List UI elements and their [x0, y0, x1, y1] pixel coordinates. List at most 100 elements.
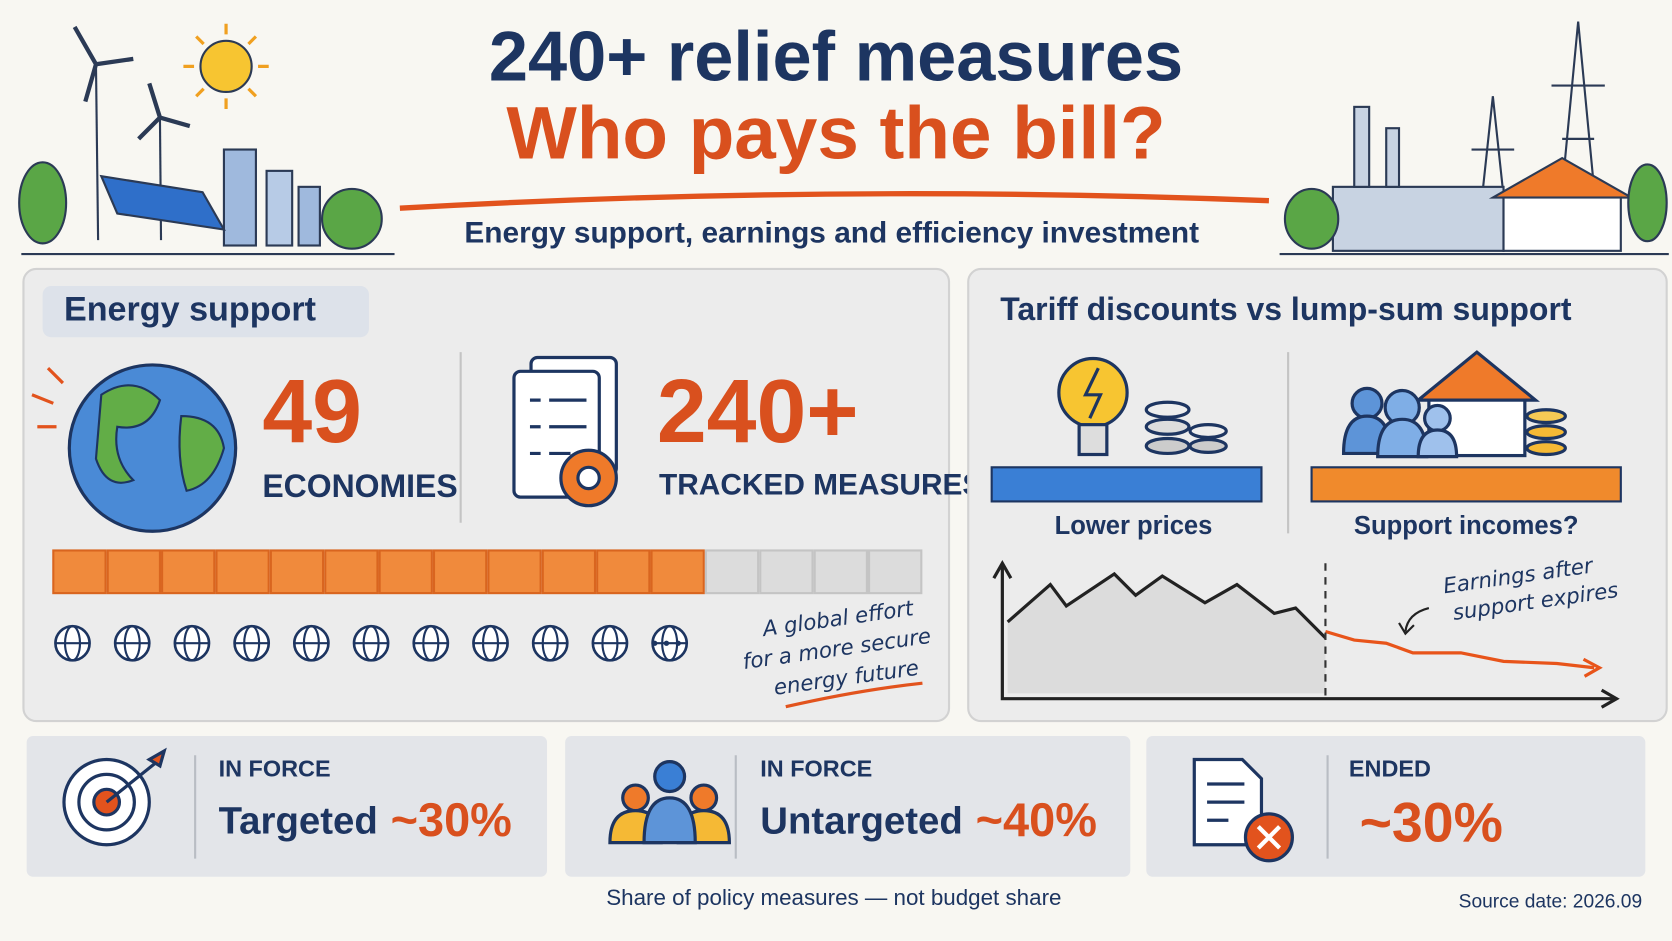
target-icon-part	[105, 758, 161, 804]
people-icon-part	[689, 783, 719, 813]
share-value: ~30%	[1360, 791, 1503, 853]
bulb-coins-icon	[1057, 356, 1228, 457]
share-name: Untargeted	[760, 800, 963, 843]
progress-segment	[704, 549, 760, 595]
scenery-right-part	[1283, 187, 1340, 250]
scenery-right-part	[1627, 163, 1668, 243]
progress-segment	[215, 549, 270, 595]
price-bar	[990, 466, 1263, 503]
progress-segment	[269, 549, 325, 595]
stat-value: 240+	[657, 361, 859, 461]
share-name: Targeted	[219, 800, 378, 843]
people-house-icon-part	[1350, 386, 1384, 420]
scenery-left-part	[99, 174, 226, 231]
scenery-right	[1279, 21, 1669, 256]
target-icon-part	[146, 747, 167, 769]
progress-segment	[596, 549, 651, 595]
trend-sketch-part	[1398, 607, 1430, 636]
share-card	[26, 736, 548, 877]
progress-segment	[650, 549, 705, 595]
bulb-coins-icon-part	[1188, 423, 1228, 440]
heading-pill	[42, 286, 369, 338]
ellipsis-dot	[675, 640, 681, 646]
globe-icon	[31, 363, 238, 533]
progress-segment	[52, 549, 107, 595]
bulb-coins-icon-part	[1057, 356, 1129, 429]
scenery-right-part	[1353, 105, 1371, 188]
people-house-icon-part	[1525, 424, 1567, 441]
footnote: Share of policy measures — not budget sh…	[606, 885, 1061, 910]
panel	[22, 267, 951, 723]
trend-sketch-part	[1006, 571, 1327, 640]
progress-segment	[541, 549, 597, 595]
scenery-right-part	[1331, 185, 1505, 252]
income-bar	[1310, 466, 1622, 503]
people-icon-part	[653, 760, 687, 794]
scenery-right-part	[1551, 21, 1605, 246]
ellipsis-dot	[652, 640, 658, 646]
trend-sketch-part	[1324, 629, 1595, 670]
bulb-coins-icon-part	[1144, 436, 1191, 456]
ended-document-icon-part	[1256, 825, 1282, 850]
document-gear-icon-part	[529, 398, 587, 456]
panel-heading: Energy support	[64, 291, 316, 329]
globe-icon-part	[94, 384, 162, 484]
scenery-left-part	[18, 161, 68, 245]
panel-heading: Tariff discounts vs lump-sum support	[1000, 291, 1572, 327]
people-house-icon-part	[1525, 440, 1567, 457]
scenery-right-part	[1502, 196, 1622, 252]
progress-segment	[432, 549, 488, 595]
scenery-left	[18, 23, 395, 256]
title-line2: Who pays the bill?	[506, 91, 1165, 175]
source: Source date: 2026.09	[1459, 891, 1643, 912]
people-icon-part	[621, 783, 650, 813]
people-house-icon-part	[1423, 403, 1452, 433]
people-icon	[608, 760, 731, 845]
people-house-icon	[1341, 350, 1567, 459]
share-value: ~30%	[391, 794, 512, 846]
progress-segment	[759, 549, 814, 595]
scenery-left-part	[137, 82, 191, 141]
progress-segment	[378, 549, 433, 595]
stat-label: TRACKED MEASURES	[659, 468, 982, 501]
share-status: IN FORCE	[760, 755, 872, 781]
title-line1: 240+ relief measures	[489, 17, 1183, 96]
note-underline	[785, 681, 923, 709]
stat-value: 49	[262, 361, 362, 461]
progress-segment	[161, 549, 216, 595]
trend-sketch-part	[992, 560, 1620, 709]
ended-document-icon	[1192, 757, 1294, 863]
option-label: Lower prices	[1055, 512, 1213, 540]
scenery-left-part	[222, 148, 257, 247]
option-label: Support incomes?	[1354, 512, 1579, 540]
scenery-left-part	[297, 185, 321, 247]
trend-sketch	[992, 560, 1620, 709]
globe-icon-part	[178, 415, 226, 492]
trend-sketch-part	[1007, 573, 1326, 694]
globe-row	[54, 624, 689, 662]
ellipsis-dot	[663, 640, 670, 646]
bulb-coins-icon-part	[1188, 437, 1228, 454]
globe-icon-part	[31, 367, 65, 429]
stat-label: ECONOMIES	[262, 468, 457, 504]
ended-document-icon-part	[1207, 782, 1245, 822]
scenery-left-part	[265, 169, 294, 247]
scenery-left-part	[199, 39, 253, 94]
scenery-left-part	[183, 23, 269, 110]
bulb-coins-icon-part	[1082, 367, 1103, 419]
share-status: IN FORCE	[219, 755, 331, 781]
target-icon	[62, 747, 167, 847]
bulb-coins-icon-part	[1077, 423, 1109, 457]
progress-segment	[106, 549, 162, 595]
people-house-icon-part	[1525, 408, 1567, 425]
progress-segment	[813, 549, 868, 595]
document-gear-icon	[512, 355, 618, 508]
scenery-right-part	[1385, 127, 1401, 188]
scenery-left-part	[320, 187, 383, 250]
scenery-left-part	[158, 117, 163, 241]
trend-sketch-part	[1582, 657, 1603, 678]
people-icon-part	[642, 796, 697, 845]
progress-segment	[867, 549, 923, 595]
subtitle: Energy support, earnings and efficiency …	[464, 217, 1199, 250]
